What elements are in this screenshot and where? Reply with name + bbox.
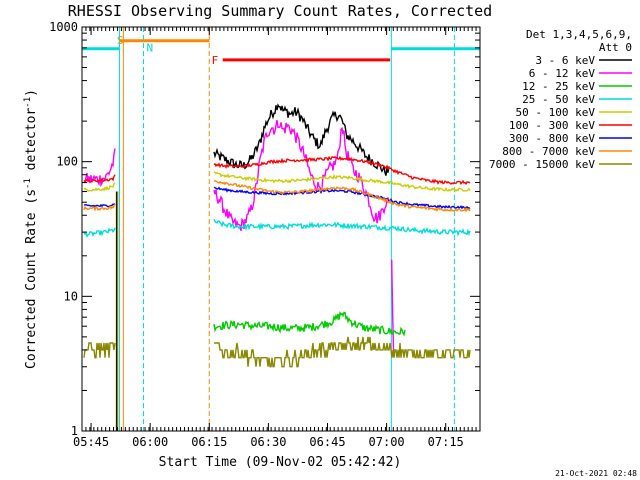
night-label: N: [146, 42, 153, 55]
saa-label: S: [117, 34, 124, 47]
series-800-7000-kev: [83, 180, 471, 213]
legend-label: 3 - 6 keV: [535, 54, 595, 67]
series-line: [391, 259, 395, 358]
legend-label: 25 - 50 keV: [522, 93, 595, 106]
y-axis-title: Corrected Count Rate (s-1 detector-1): [23, 89, 39, 369]
y-axis-sup-2: -1: [23, 97, 33, 108]
series-line: [213, 186, 471, 211]
x-axis-title: Start Time (09-Nov-02 05:42:42): [159, 455, 402, 470]
legend-label: 12 - 25 keV: [522, 80, 595, 93]
x-tick-label: 06:15: [191, 435, 227, 449]
series-line: [83, 182, 116, 192]
x-tick-label: 07:15: [428, 435, 464, 449]
legend-header-line-2: Att 0: [599, 41, 632, 54]
x-tick-label: 05:45: [73, 435, 109, 449]
saa-dropout: [115, 191, 119, 431]
y-tick-label: 100: [56, 155, 78, 169]
y-axis-title-mid: detector: [24, 108, 39, 179]
series-line: [213, 155, 471, 186]
y-tick-label: 1000: [49, 20, 78, 34]
series-50-100-kev: [83, 171, 471, 193]
plot-frame: [81, 26, 481, 432]
legend-label: 800 - 7000 keV: [502, 145, 595, 158]
legend-label: 100 - 300 keV: [509, 119, 595, 132]
observing-bars: S N F: [82, 34, 480, 67]
x-tick-label: 06:30: [250, 435, 286, 449]
series-100-300-kev: [83, 155, 471, 186]
chart-title: RHESSI Observing Summary Count Rates, Co…: [68, 2, 492, 20]
x-tick-label: 06:45: [309, 435, 345, 449]
legend-label: 6 - 12 keV: [529, 67, 596, 80]
series-7000-15000-kev: [83, 336, 471, 368]
series-line: [83, 203, 116, 212]
series-line: [83, 174, 116, 184]
legend-label: 50 - 100 keV: [516, 106, 596, 119]
series-line: [83, 342, 116, 359]
series-12-25-kev: [213, 310, 406, 337]
flare-label: F: [212, 54, 219, 67]
y-tick-label: 1: [71, 424, 78, 438]
series-line: [213, 180, 471, 213]
axis-ticks: 05:45 06:00 06:15 06:30 06:45 07:00 07:15 1 10 10…: [49, 20, 481, 449]
legend-label: 300 - 800 keV: [509, 132, 595, 145]
series-line: [214, 336, 471, 368]
x-tick-label: 07:00: [369, 435, 405, 449]
y-axis-title-end: ): [24, 89, 39, 97]
series-line: [213, 218, 471, 237]
legend-header-line-1: Det 1,3,4,5,6,9,: [526, 28, 632, 41]
series-25-50-kev: [83, 218, 471, 238]
x-tick-label: 06:00: [132, 435, 168, 449]
generated-timestamp: 21-Oct-2021 02:48: [555, 469, 637, 478]
y-axis-title-main: Corrected Count Rate (s: [24, 189, 39, 369]
series-line: [213, 171, 471, 193]
count-rate-series: [83, 103, 471, 431]
legend-label: 7000 - 15000 keV: [489, 158, 595, 171]
series-line: [213, 310, 406, 337]
y-tick-label: 10: [64, 289, 78, 303]
series-line: [83, 227, 116, 238]
y-axis-sup-1: -1: [23, 178, 33, 189]
